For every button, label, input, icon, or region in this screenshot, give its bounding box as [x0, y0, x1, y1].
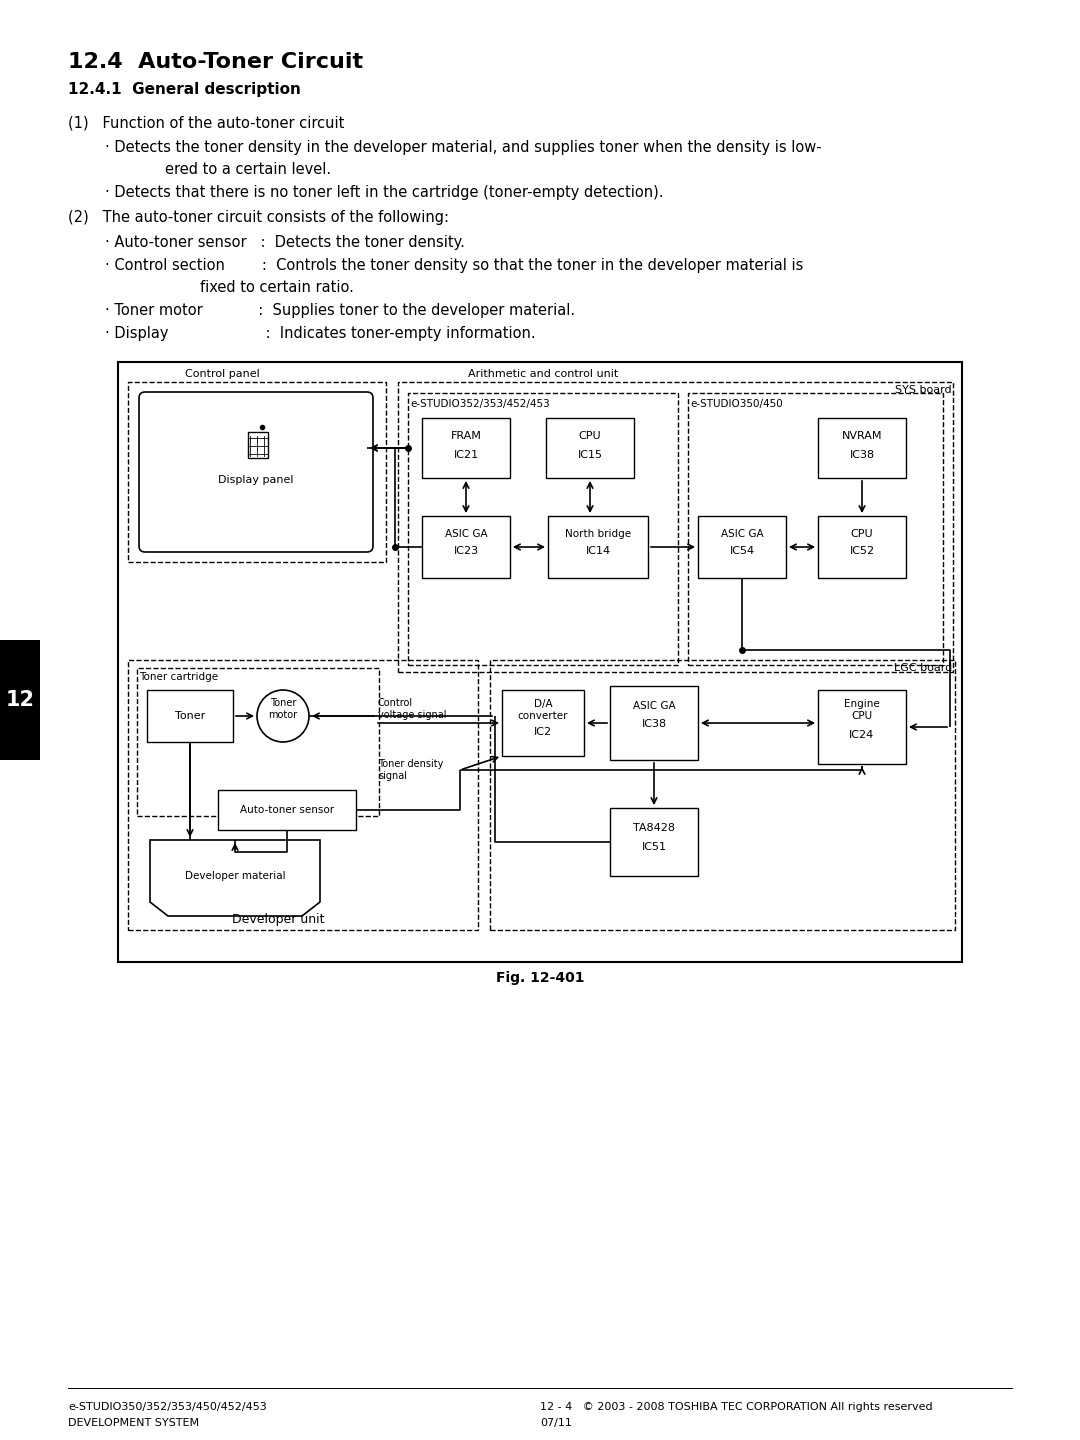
Text: e-STUDIO350/352/353/450/452/453: e-STUDIO350/352/353/450/452/453 [68, 1403, 267, 1413]
Text: Toner cartridge: Toner cartridge [139, 672, 218, 683]
Bar [399, 382, 953, 672]
Text: · Detects that there is no toner left in the cartridge (toner-empty detection).: · Detects that there is no toner left in… [105, 184, 663, 200]
Text: fixed to certain ratio.: fixed to certain ratio. [200, 279, 354, 295]
Text: (1)   Function of the auto-toner circuit: (1) Function of the auto-toner circuit [68, 115, 345, 130]
Text: Toner: Toner [175, 711, 205, 721]
Text: Toner
motor: Toner motor [269, 698, 298, 720]
Text: FRAM: FRAM [450, 431, 482, 441]
Text: CPU: CPU [579, 431, 602, 441]
Bar [688, 393, 943, 665]
Text: Control
voltage signal: Control voltage signal [378, 698, 446, 720]
Text: · Detects the toner density in the developer material, and supplies toner when t: · Detects the toner density in the devel… [105, 140, 822, 156]
Text: · Control section        :  Controls the toner density so that the toner in the : · Control section : Controls the toner d… [105, 258, 804, 274]
Text: · Auto-toner sensor   :  Detects the toner density.: · Auto-toner sensor : Detects the toner … [105, 235, 464, 251]
Bar [137, 668, 379, 816]
Text: Display panel: Display panel [218, 475, 294, 485]
Bar [218, 791, 356, 829]
Bar [129, 382, 386, 562]
Text: IC38: IC38 [850, 449, 875, 459]
Bar [548, 516, 648, 577]
Text: IC14: IC14 [585, 546, 610, 556]
Text: Toner density
signal: Toner density signal [378, 759, 444, 780]
Text: Control panel: Control panel [185, 369, 260, 379]
Bar [818, 418, 906, 478]
Text: IC15: IC15 [578, 449, 603, 459]
Bar [490, 660, 955, 930]
Text: IC21: IC21 [454, 449, 478, 459]
Text: · Toner motor            :  Supplies toner to the developer material.: · Toner motor : Supplies toner to the de… [105, 302, 576, 318]
Bar [118, 361, 962, 962]
Text: IC52: IC52 [850, 546, 875, 556]
Bar [610, 808, 698, 876]
Text: Auto-toner sensor: Auto-toner sensor [240, 805, 334, 815]
Text: ered to a certain level.: ered to a certain level. [165, 161, 332, 177]
Text: e-STUDIO350/450: e-STUDIO350/450 [690, 399, 783, 409]
Text: NVRAM: NVRAM [841, 431, 882, 441]
FancyBboxPatch shape [139, 392, 373, 552]
Bar [422, 516, 510, 577]
Text: IC54: IC54 [729, 546, 755, 556]
Bar [502, 690, 584, 756]
Text: North bridge: North bridge [565, 528, 631, 539]
Bar [818, 690, 906, 765]
Bar [408, 393, 678, 665]
Text: 07/11: 07/11 [540, 1418, 572, 1428]
Bar [0, 639, 40, 760]
Text: LGC board: LGC board [894, 662, 951, 672]
Text: IC38: IC38 [642, 719, 666, 729]
Text: 12: 12 [5, 690, 35, 710]
Text: DEVELOPMENT SYSTEM: DEVELOPMENT SYSTEM [68, 1418, 199, 1428]
Text: Developer material: Developer material [185, 871, 285, 881]
Text: ASIC GA: ASIC GA [633, 701, 675, 711]
Text: TA8428: TA8428 [633, 824, 675, 832]
Text: Fig. 12-401: Fig. 12-401 [496, 971, 584, 985]
Text: IC2: IC2 [534, 727, 552, 737]
Text: IC51: IC51 [642, 842, 666, 852]
Bar [698, 516, 786, 577]
Circle shape [257, 690, 309, 742]
Bar [248, 432, 268, 458]
Text: SYS board: SYS board [895, 384, 951, 395]
Bar [422, 418, 510, 478]
Text: e-STUDIO352/353/452/453: e-STUDIO352/353/452/453 [410, 399, 550, 409]
Bar [147, 690, 233, 742]
Text: CPU: CPU [851, 528, 874, 539]
Text: Arithmetic and control unit: Arithmetic and control unit [468, 369, 618, 379]
Text: · Display                     :  Indicates toner-empty information.: · Display : Indicates toner-empty inform… [105, 325, 536, 341]
Text: IC24: IC24 [849, 730, 875, 740]
Bar [546, 418, 634, 478]
Text: Engine
CPU: Engine CPU [845, 700, 880, 721]
Bar [818, 516, 906, 577]
Polygon shape [150, 840, 320, 916]
Text: ASIC GA: ASIC GA [445, 528, 487, 539]
Text: IC23: IC23 [454, 546, 478, 556]
Bar [129, 660, 478, 930]
Text: ASIC GA: ASIC GA [720, 528, 764, 539]
Text: Developer unit: Developer unit [232, 913, 324, 926]
Text: 12.4  Auto-Toner Circuit: 12.4 Auto-Toner Circuit [68, 52, 363, 72]
Text: D/A
converter: D/A converter [517, 700, 568, 721]
Text: 12.4.1  General description: 12.4.1 General description [68, 82, 301, 96]
Bar [610, 685, 698, 760]
Text: (2)   The auto-toner circuit consists of the following:: (2) The auto-toner circuit consists of t… [68, 210, 449, 225]
Text: 12 - 4   © 2003 - 2008 TOSHIBA TEC CORPORATION All rights reserved: 12 - 4 © 2003 - 2008 TOSHIBA TEC CORPORA… [540, 1403, 933, 1413]
